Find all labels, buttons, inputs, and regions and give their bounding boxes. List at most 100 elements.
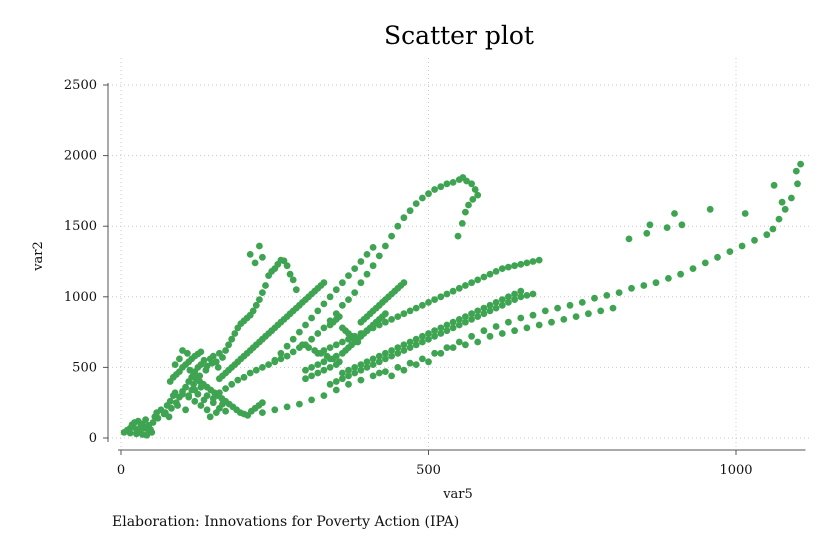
data-point [375, 252, 383, 260]
data-point [305, 344, 312, 351]
data-point [228, 335, 236, 343]
data-point [149, 419, 157, 426]
data-point [203, 392, 211, 399]
data-points [120, 160, 804, 439]
data-point [412, 341, 420, 349]
data-point [425, 335, 432, 343]
data-point [171, 389, 179, 397]
data-point [425, 330, 432, 337]
data-point [468, 332, 475, 340]
data-point [741, 210, 749, 217]
data-point [283, 403, 291, 411]
data-point [142, 416, 150, 423]
data-point [560, 316, 568, 323]
data-point [326, 293, 334, 301]
data-point [431, 327, 438, 335]
data-point [357, 376, 365, 384]
data-point [314, 361, 322, 368]
data-point [323, 352, 331, 360]
data-point [296, 400, 303, 408]
data-point [469, 196, 477, 203]
data-point [283, 262, 291, 270]
data-point [388, 347, 395, 354]
data-point [314, 369, 322, 377]
data-point [256, 242, 263, 250]
data-point [474, 191, 482, 199]
data-point [375, 358, 383, 366]
data-point [400, 310, 408, 318]
data-point [797, 160, 804, 168]
data-point [345, 296, 352, 303]
data-point [517, 293, 525, 301]
data-point [566, 301, 574, 309]
data-point [775, 215, 783, 223]
data-point [289, 335, 297, 343]
data-point [320, 392, 328, 399]
data-point [265, 361, 272, 368]
data-point [308, 314, 315, 322]
data-point [203, 406, 211, 414]
data-point [419, 332, 426, 340]
x-tick-label: 0 [117, 463, 125, 478]
data-point [351, 369, 359, 377]
data-point [369, 361, 377, 368]
data-point [652, 279, 660, 287]
data-point [677, 270, 684, 278]
data-point [794, 180, 801, 188]
data-point [200, 356, 208, 364]
data-point [763, 231, 771, 239]
data-point [326, 344, 334, 351]
data-point [277, 349, 285, 357]
data-point [480, 273, 488, 281]
data-point [259, 364, 266, 371]
y-tick-label: 500 [72, 360, 97, 375]
data-point [259, 399, 266, 407]
data-point [769, 225, 777, 233]
data-point [609, 304, 617, 312]
y-tick-label: 0 [89, 431, 97, 446]
data-point [486, 301, 494, 309]
data-point [212, 409, 220, 416]
data-point [184, 349, 191, 357]
data-point [262, 282, 269, 289]
x-tick-label: 500 [416, 463, 441, 478]
data-point [505, 318, 512, 326]
data-point [320, 279, 328, 287]
y-tick-label: 1000 [64, 290, 97, 305]
data-point [462, 282, 469, 289]
data-point [339, 375, 346, 383]
data-point [529, 290, 537, 298]
data-point [678, 221, 686, 229]
data-point [498, 296, 506, 303]
data-point [463, 177, 470, 185]
data-point [505, 293, 512, 301]
data-point [339, 369, 346, 377]
data-point [480, 310, 488, 318]
data-point [271, 356, 279, 364]
data-point [505, 299, 512, 306]
data-point [176, 355, 183, 363]
data-point [437, 330, 445, 337]
data-point [462, 341, 469, 349]
data-point [222, 347, 230, 354]
data-point [311, 347, 319, 354]
data-point [751, 236, 758, 244]
data-point [369, 372, 377, 380]
axes: 0 500 1000 1500 2000 2500 0 500 1000 [64, 78, 806, 478]
data-point [449, 179, 457, 186]
data-point [646, 221, 654, 229]
data-point [339, 301, 346, 309]
data-point [369, 244, 377, 251]
data-point [394, 313, 402, 320]
data-point [326, 364, 334, 371]
data-point [578, 299, 586, 306]
data-point [363, 364, 371, 371]
y-tick-label: 1500 [64, 219, 97, 234]
data-point [400, 366, 408, 374]
data-point [280, 257, 288, 265]
data-point [314, 307, 322, 315]
data-point [443, 290, 451, 298]
data-point [339, 279, 346, 287]
data-point [462, 313, 469, 320]
data-point [431, 186, 438, 193]
